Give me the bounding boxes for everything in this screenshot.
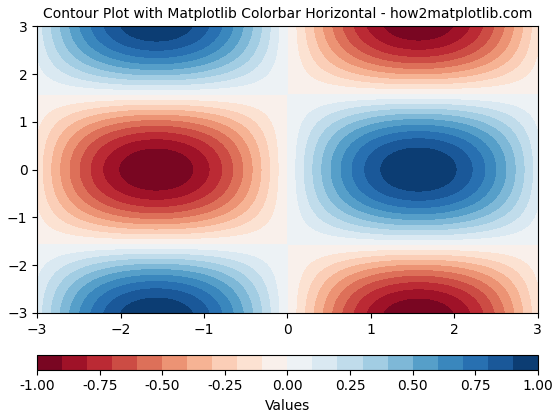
Title: Contour Plot with Matplotlib Colorbar Horizontal - how2matplotlib.com: Contour Plot with Matplotlib Colorbar Ho…	[43, 7, 532, 21]
X-axis label: Values: Values	[265, 399, 310, 413]
